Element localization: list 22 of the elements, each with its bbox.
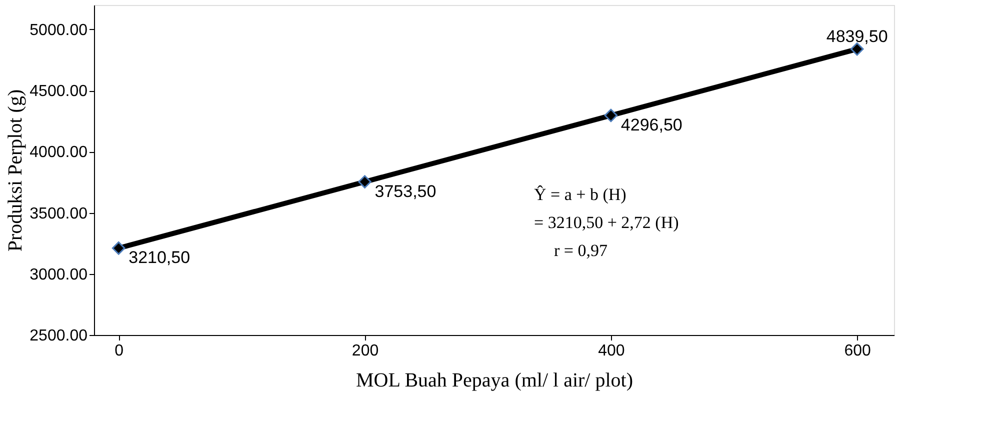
y-tick-label: 4500.00 [30,83,88,100]
y-tick-label: 5000.00 [30,22,88,39]
x-axis-title: MOL Buah Pepaya (ml/ l air/ plot) [356,370,633,392]
data-label: 3753,50 [374,182,436,201]
annotation: = 3210,50 + 2,72 (H) [534,213,679,232]
y-tick-label: 3500.00 [30,205,88,222]
x-tick-label: 200 [352,342,379,360]
point [112,241,126,255]
point [604,108,618,122]
y-tick-label: 3000.00 [30,266,88,284]
y-axis-title: Produksi Perplot (g) [4,89,27,252]
x-tick-label: 0 [114,342,124,360]
x-tick-label: 400 [598,342,625,360]
y-tick-label: 2500.00 [30,328,88,344]
data-label: 3210,50 [128,248,190,268]
data-label: 4296,50 [620,115,682,134]
annotation: Ŷ = a + b (H) [534,185,626,204]
point [358,175,372,188]
y-tick-label: 4000.00 [30,144,88,162]
annotation: r = 0,97 [554,241,608,260]
data-label: 4839,50 [826,27,888,46]
x-tick-label: 600 [844,342,872,360]
